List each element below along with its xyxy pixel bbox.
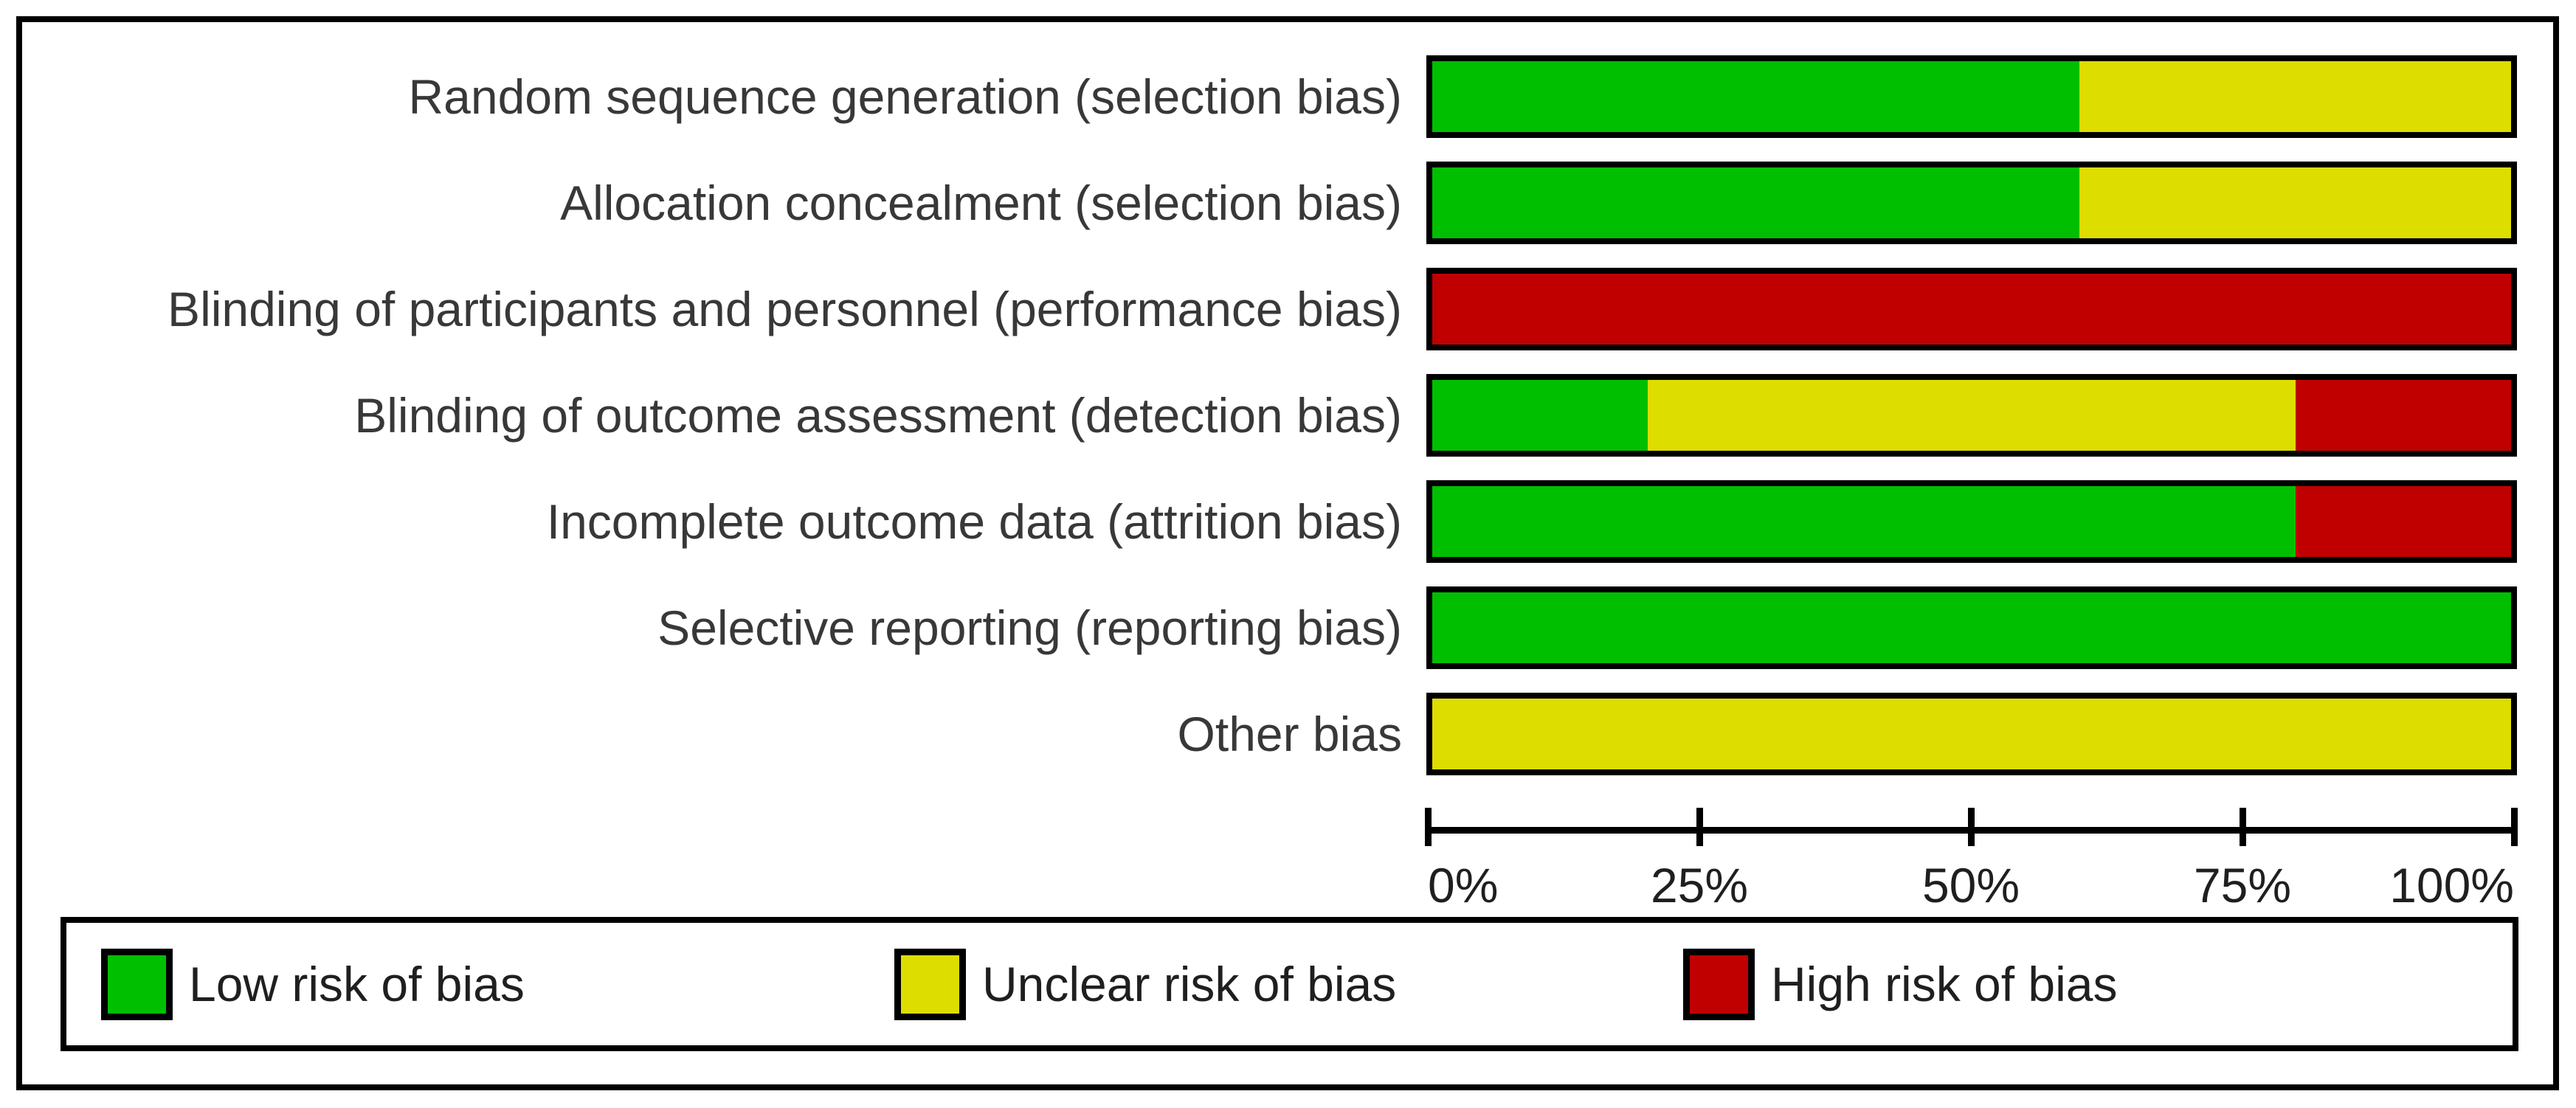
- row-label: Blinding of outcome assessment (detectio…: [354, 388, 1402, 443]
- bar-row: Incomplete outcome data (attrition bias): [22, 480, 2553, 563]
- legend-item-unclear: Unclear risk of bias: [894, 923, 1396, 1045]
- axis-tick-label: 100%: [2389, 858, 2514, 913]
- bar-segment-unclear: [1432, 699, 2511, 769]
- axis-tick: [2511, 808, 2518, 846]
- row-label: Random sequence generation (selection bi…: [408, 69, 1403, 124]
- axis-tick: [1968, 808, 1975, 846]
- bar-row: Allocation concealment (selection bias): [22, 162, 2553, 244]
- bar-segment-low: [1432, 380, 1648, 451]
- axis-tick-label: 50%: [1921, 858, 2020, 913]
- bar-segment-low: [1432, 592, 2511, 663]
- legend-label-high: High risk of bias: [1771, 957, 2118, 1011]
- bar-row: Selective reporting (reporting bias): [22, 586, 2553, 669]
- legend-swatch-high: [1683, 948, 1755, 1020]
- chart-frame: Random sequence generation (selection bi…: [16, 16, 2559, 1090]
- bar-row: Random sequence generation (selection bi…: [22, 55, 2553, 138]
- legend-item-high: High risk of bias: [1683, 923, 2118, 1045]
- bar-segment-low: [1432, 486, 2296, 557]
- stacked-bar: [1426, 268, 2517, 350]
- bar-row: Blinding of outcome assessment (detectio…: [22, 374, 2553, 457]
- legend: Low risk of bias Unclear risk of bias High…: [61, 917, 2518, 1051]
- stacked-bar: [1426, 374, 2517, 457]
- axis-tick: [1425, 808, 1432, 846]
- stacked-bar: [1426, 162, 2517, 244]
- stacked-bar: [1426, 586, 2517, 669]
- bar-segment-unclear: [1648, 380, 2296, 451]
- bar-segment-low: [1432, 61, 2080, 132]
- legend-label-low: Low risk of bias: [189, 957, 525, 1011]
- stacked-bar: [1426, 693, 2517, 775]
- row-label: Allocation concealment (selection bias): [560, 176, 1402, 230]
- axis-tick: [2240, 808, 2246, 846]
- bar-segment-unclear: [2079, 61, 2511, 132]
- bar-segment-low: [1432, 167, 2080, 238]
- legend-swatch-unclear: [894, 948, 966, 1020]
- stacked-bar: [1426, 480, 2517, 563]
- bar-segment-high: [2295, 486, 2511, 557]
- stacked-bar: [1426, 55, 2517, 138]
- row-label: Selective reporting (reporting bias): [657, 600, 1402, 655]
- bar-row: Other bias: [22, 693, 2553, 775]
- axis-tick-label: 75%: [2193, 858, 2292, 913]
- row-label: Incomplete outcome data (attrition bias): [546, 494, 1402, 549]
- row-label: Blinding of participants and personnel (…: [168, 282, 1402, 336]
- axis-tick: [1696, 808, 1703, 846]
- axis-tick-label: 25%: [1650, 858, 1749, 913]
- row-label: Other bias: [1177, 707, 1402, 761]
- legend-item-low: Low risk of bias: [101, 923, 525, 1045]
- axis-tick-label: 0%: [1428, 858, 1499, 913]
- bar-segment-high: [2295, 380, 2511, 451]
- bar-row: Blinding of participants and personnel (…: [22, 268, 2553, 350]
- legend-label-unclear: Unclear risk of bias: [982, 957, 1397, 1011]
- bar-segment-unclear: [2079, 167, 2511, 238]
- legend-swatch-low: [101, 948, 173, 1020]
- bar-segment-high: [1432, 274, 2511, 344]
